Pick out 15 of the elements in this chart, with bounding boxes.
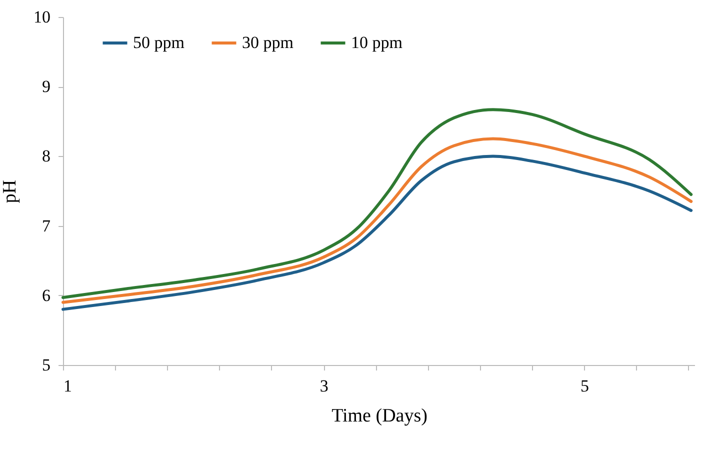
y-axis-title: pH [0, 180, 20, 204]
legend-label: 10 ppm [351, 33, 402, 52]
y-tick-label: 6 [42, 286, 50, 305]
legend-label: 50 ppm [133, 33, 184, 52]
legend-label: 30 ppm [242, 33, 294, 52]
y-tick-label: 8 [42, 146, 50, 166]
y-tick-label: 5 [42, 356, 50, 374]
x-axis-title: Time (Days) [332, 406, 428, 426]
y-tick-label: 7 [42, 216, 51, 236]
line-series [62, 108, 693, 299]
y-tick-label: 10 [34, 8, 50, 26]
x-tick-label: 3 [320, 376, 328, 396]
y-tick-label: 9 [42, 77, 50, 96]
x-tick-label: 1 [64, 376, 72, 396]
x-tick-label: 5 [580, 376, 589, 396]
